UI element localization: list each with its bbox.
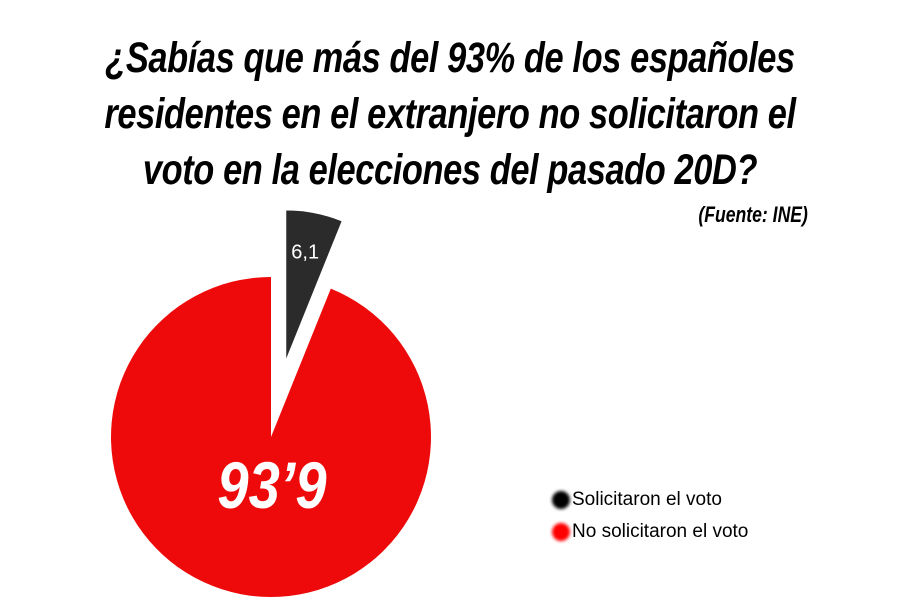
pie-slice xyxy=(286,210,342,359)
legend-item: Solicitaron el voto xyxy=(552,484,748,516)
source-note: (Fuente: INE) xyxy=(698,202,808,227)
pie-slice xyxy=(111,277,432,597)
legend-label: Solicitaron el voto xyxy=(572,489,722,510)
title-line: residentes en el extranjero no solicitar… xyxy=(104,90,796,138)
legend-swatch xyxy=(552,491,570,509)
legend: Solicitaron el voto No solicitaron el vo… xyxy=(552,484,748,548)
title-line: ¿Sabías que más del 93% de los españoles xyxy=(105,34,795,82)
title-line: voto en la elecciones del pasado 20D? xyxy=(142,146,758,194)
slice-label: 93’9 xyxy=(217,449,326,522)
legend-swatch xyxy=(552,523,570,541)
chart-title: ¿Sabías que más del 93% de los españoles… xyxy=(0,30,900,198)
slice-label: 6,1 xyxy=(291,241,319,263)
legend-item: No solicitaron el voto xyxy=(552,516,748,548)
legend-label: No solicitaron el voto xyxy=(572,521,749,542)
